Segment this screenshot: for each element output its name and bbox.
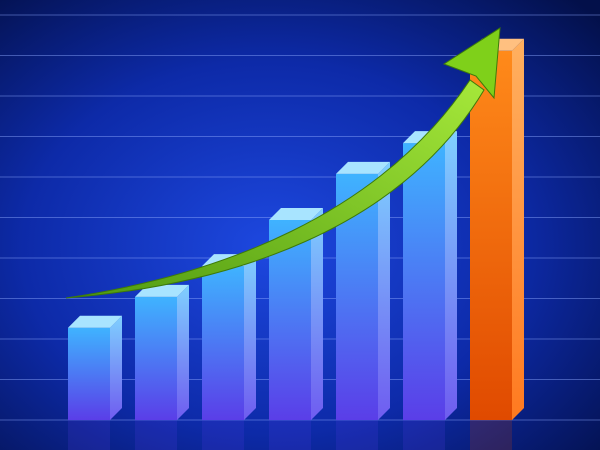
bar-side (445, 131, 457, 421)
bar (68, 315, 122, 450)
bar (135, 284, 189, 450)
bar-front (403, 143, 445, 421)
bar-reflection (336, 420, 378, 450)
bar-side (177, 284, 189, 420)
trend-arrow-shaft (65, 79, 485, 299)
bar-front (470, 50, 512, 421)
bar-side (378, 161, 390, 420)
bar-top (269, 208, 323, 220)
bar-front (135, 296, 177, 420)
trend-arrow-head (442, 27, 501, 100)
bar-side (512, 38, 524, 421)
bar-top (336, 161, 390, 174)
bar-reflection (269, 420, 311, 450)
bar-reflection (403, 420, 445, 450)
bars (68, 38, 524, 450)
bar-reflection (135, 420, 177, 450)
bar-front (68, 327, 110, 420)
bar-reflection (68, 420, 110, 450)
bar-front (202, 266, 244, 420)
bar (202, 254, 256, 450)
trend-arrow-icon (65, 27, 501, 299)
bar-reflection (202, 420, 244, 450)
bar (403, 131, 457, 450)
highlight-bar (470, 38, 524, 450)
bar-side (110, 315, 122, 420)
bar-side (311, 208, 323, 420)
bar-top (68, 315, 122, 328)
bar-reflection (470, 420, 512, 450)
bar-side (244, 254, 256, 420)
